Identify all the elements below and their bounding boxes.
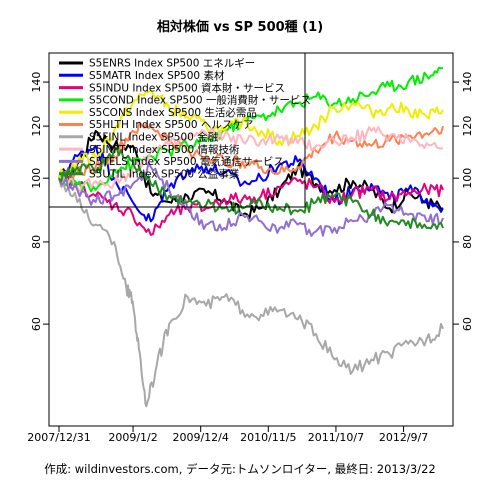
legend-label: S5HLTH Index SP500 ヘルスケア — [89, 119, 253, 131]
legend-box — [48, 52, 306, 208]
chart-footer: 作成: wildinvestors.com, データ元:トムソンロイター, 最終… — [44, 462, 436, 476]
legend-label: S5CONS Index SP500 生活必需品 — [89, 106, 257, 119]
y-tick-label-left: 100 — [30, 168, 43, 189]
y-tick-label-right: 120 — [461, 116, 474, 137]
series-layer — [58, 66, 444, 408]
series-line — [58, 146, 444, 230]
y-tick-label-left: 120 — [30, 116, 43, 137]
series-line — [58, 126, 444, 194]
legend-label: S5ENRS Index SP500 エネルギー — [89, 58, 255, 70]
x-tick-label: 2009/12/4 — [172, 431, 228, 444]
legend-label: S5INFT Index SP500 情報技術 — [89, 143, 240, 156]
y-tick-label-right: 80 — [461, 235, 474, 249]
series-line — [58, 177, 444, 408]
legend-label: S5MATR Index SP500 素材 — [89, 69, 225, 82]
series-line — [58, 89, 444, 179]
series-line — [58, 144, 444, 223]
series-line — [58, 66, 444, 193]
y-tick-label-right: 140 — [461, 72, 474, 93]
series-line — [58, 172, 444, 236]
y-tick-label-left: 140 — [30, 72, 43, 93]
y-tick-label-right: 60 — [461, 317, 474, 331]
legend-label: S5FINL Index SP500 金融 — [89, 130, 219, 143]
chart-title: 相対株価 vs SP 500種 (1) — [157, 19, 323, 35]
axes-layer: 60 60 80 80 100 100 120 120 140 140 2007/12/31 2009… — [27, 72, 474, 444]
x-tick-label: 2011/10/7 — [308, 431, 364, 444]
y-tick-label-right: 100 — [461, 168, 474, 189]
x-tick-label: 2007/12/31 — [27, 431, 90, 444]
x-tick-label: 2009/1/2 — [108, 431, 157, 444]
series-line — [58, 161, 444, 237]
series-line — [58, 121, 444, 185]
x-tick-label: 2012/9/7 — [379, 431, 428, 444]
legend-label: S5COND Index SP500 一般消費財・サービス — [89, 94, 311, 107]
legend-label: S5UTIL Index SP500 公益事業 — [89, 167, 240, 180]
x-tick-label: 2010/11/5 — [240, 431, 296, 444]
y-tick-label-left: 60 — [30, 317, 43, 331]
y-tick-label-left: 80 — [30, 235, 43, 249]
legend-label: S5TELS Index SP500 電気通信サービス — [89, 155, 284, 168]
legend-label: S5INDU Index SP500 資本財・サービス — [89, 81, 285, 94]
